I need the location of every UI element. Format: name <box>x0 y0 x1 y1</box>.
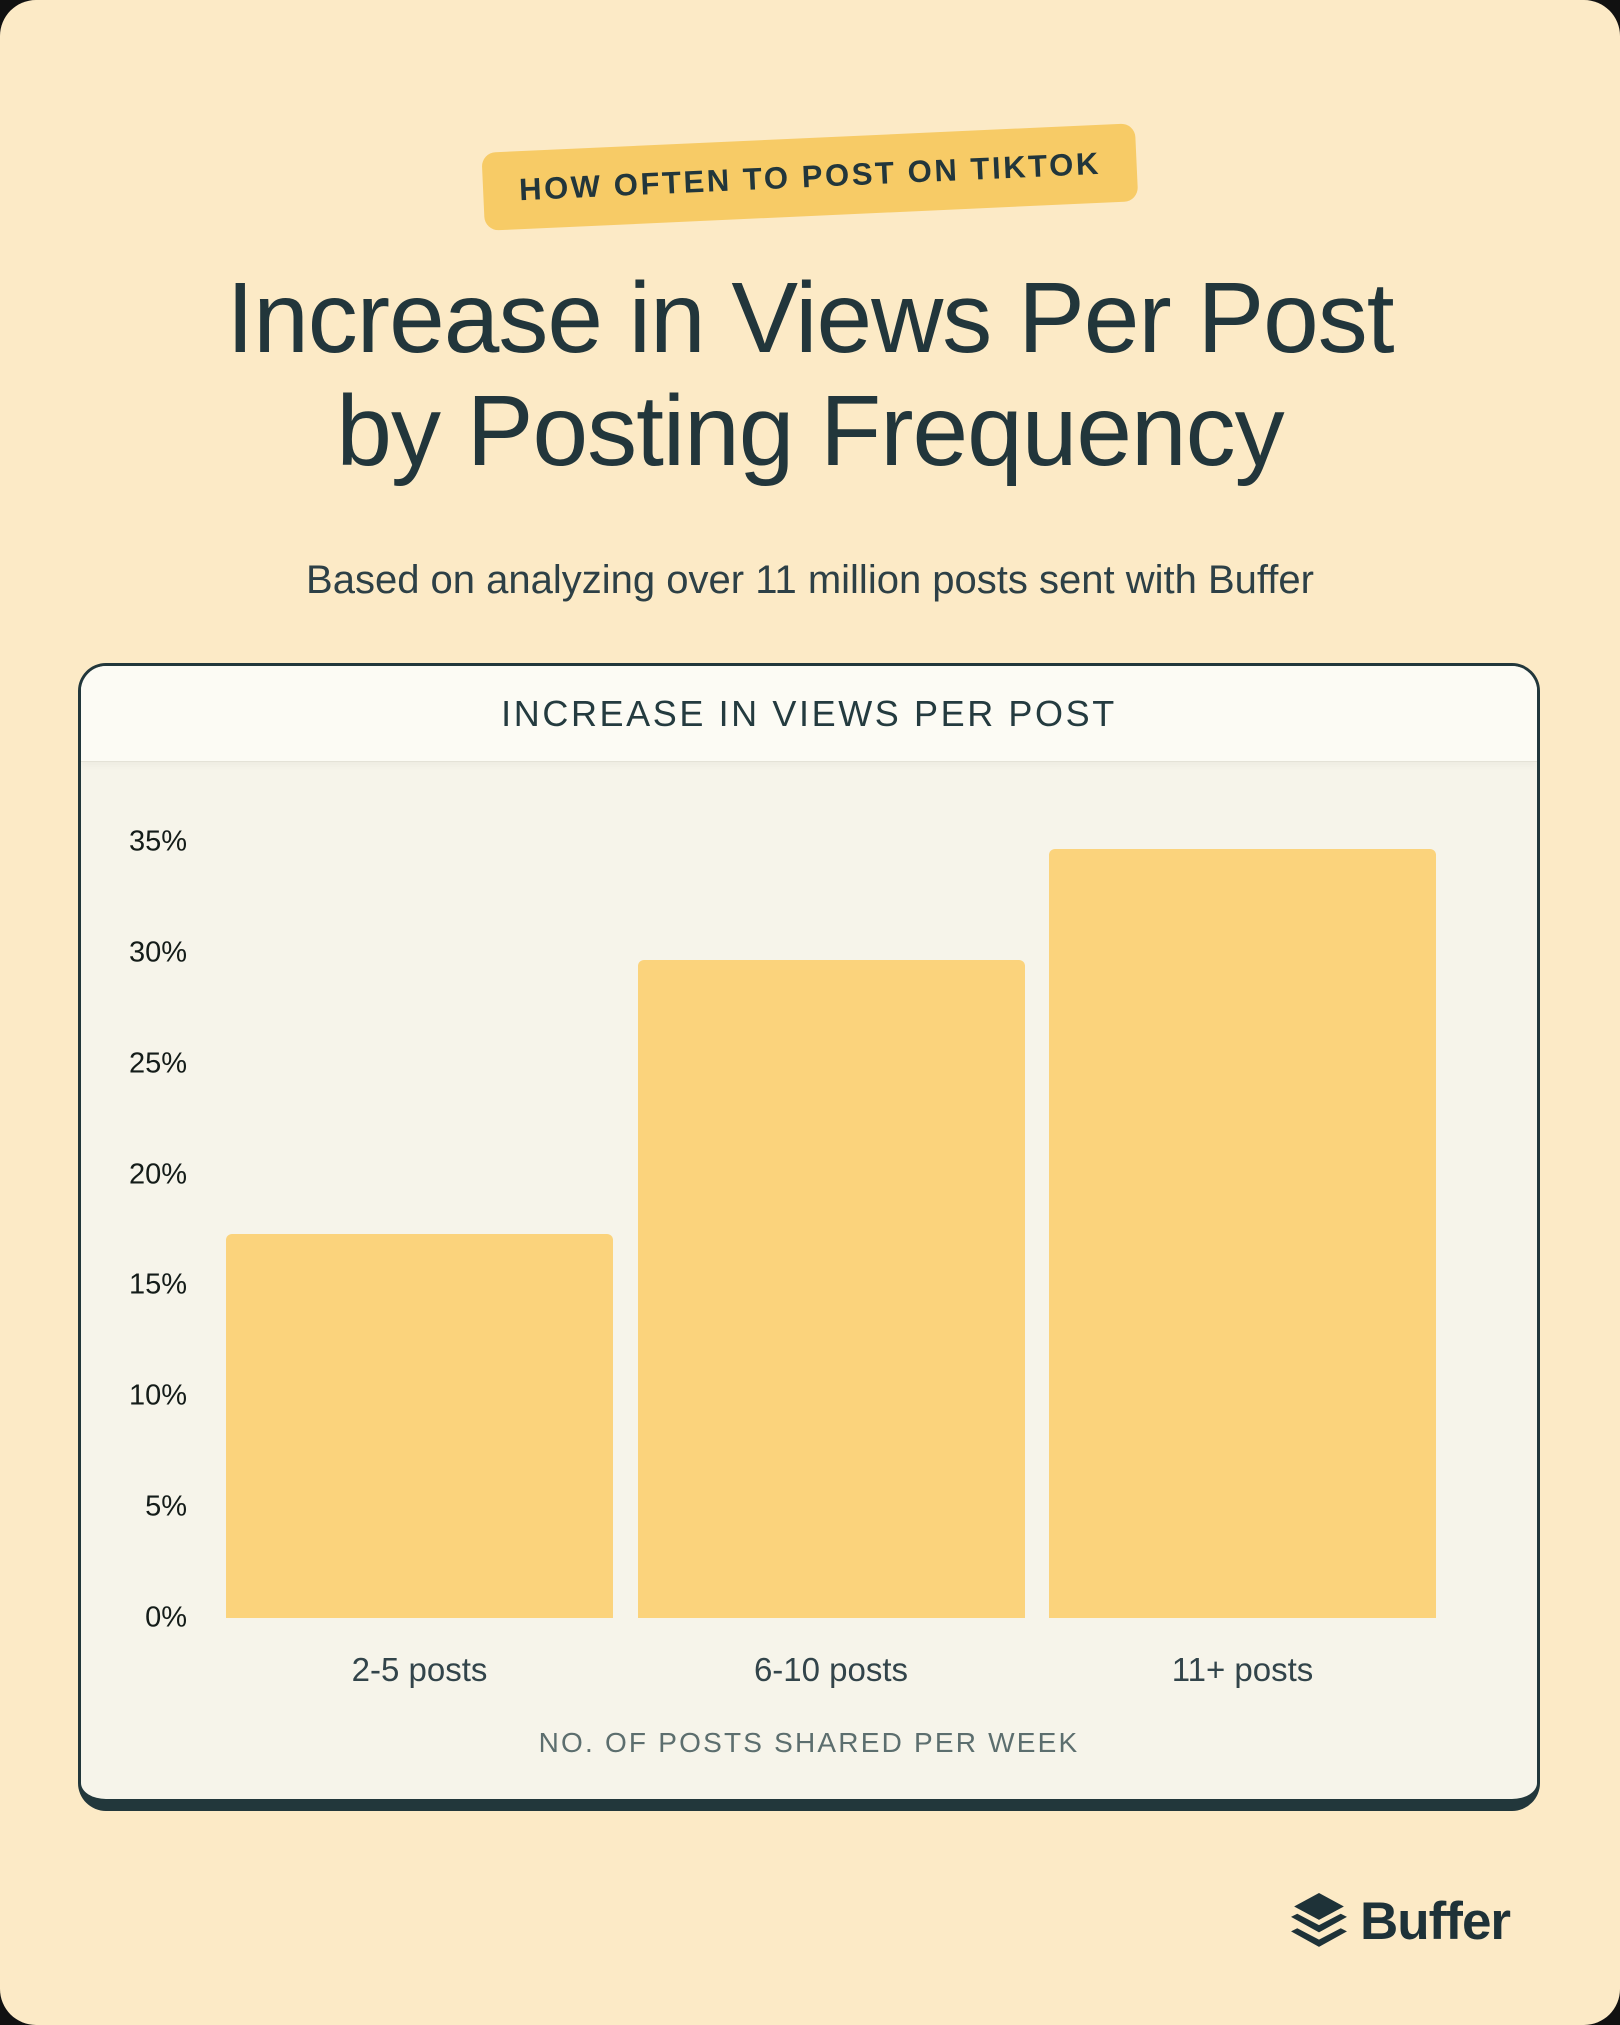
page-title-line2: by Posting Frequency <box>336 375 1284 487</box>
buffer-layers-icon <box>1291 1892 1347 1947</box>
y-tick-label: 10% <box>128 1379 187 1412</box>
bar-6-10-posts <box>637 959 1025 1618</box>
chart-title: INCREASE IN VIEWS PER POST <box>501 692 1117 734</box>
chart-card-header: INCREASE IN VIEWS PER POST <box>81 666 1537 761</box>
topic-badge: HOW OFTEN TO POST ON TIKTOK <box>481 123 1139 231</box>
page-subtitle: Based on analyzing over 11 million posts… <box>306 558 1314 602</box>
x-tick-label: 11+ posts <box>1171 1651 1314 1688</box>
y-tick-label: 35% <box>128 825 187 858</box>
chart-area: NO. OF POSTS SHARED PER WEEK 0% 5% 10% 15% 2… <box>81 761 1537 1799</box>
buffer-logo: Buffer <box>1291 1891 1511 1952</box>
page-title: Increase in Views Per Post by Posting Fr… <box>0 262 1620 488</box>
chart-card: INCREASE IN VIEWS PER POST NO. OF POSTS … <box>78 663 1540 1811</box>
y-tick-label: 25% <box>128 1047 187 1080</box>
topic-badge-label: HOW OFTEN TO POST ON TIKTOK <box>518 145 1102 208</box>
y-tick-label: 30% <box>128 936 187 969</box>
x-axis-caption: NO. OF POSTS SHARED PER WEEK <box>538 1727 1080 1758</box>
y-tick-label: 15% <box>128 1268 187 1301</box>
buffer-wordmark: Buffer <box>1360 1892 1511 1951</box>
y-tick-label: 5% <box>145 1490 187 1523</box>
y-tick-label: 20% <box>128 1158 187 1191</box>
page-title-line1: Increase in Views Per Post <box>226 262 1394 374</box>
x-tick-label: 6-10 posts <box>753 1651 909 1688</box>
y-tick-label: 0% <box>145 1601 187 1634</box>
plot-area <box>226 842 1436 1618</box>
bar-11+-posts <box>1049 848 1436 1618</box>
bar-2-5-posts <box>226 1234 613 1618</box>
x-tick-label: 2-5 posts <box>351 1651 488 1688</box>
